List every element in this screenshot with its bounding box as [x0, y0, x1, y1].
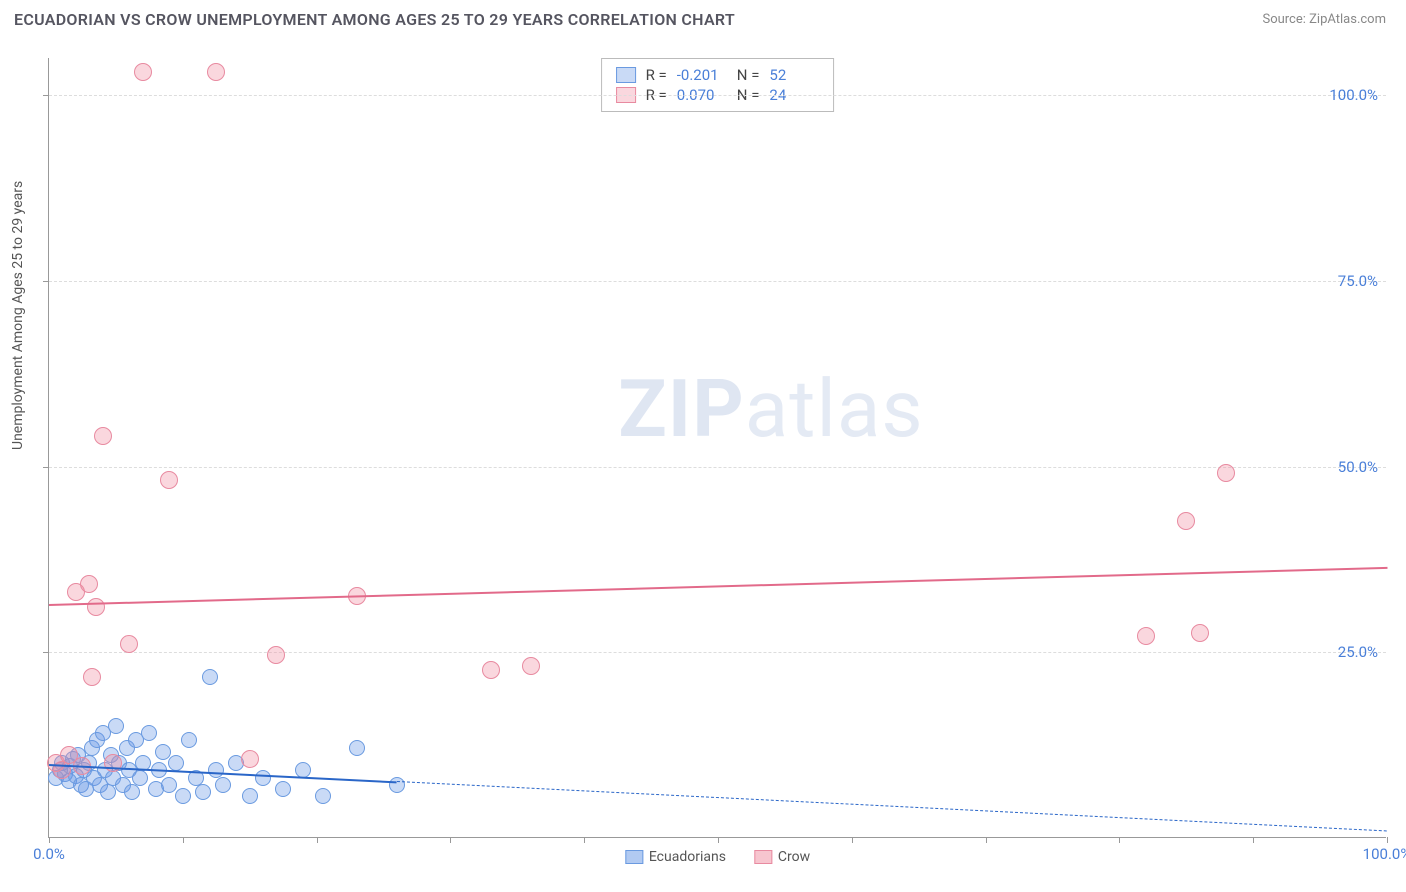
data-point	[241, 750, 259, 768]
data-point	[141, 725, 157, 741]
gridline	[49, 467, 1386, 468]
data-point	[522, 657, 540, 675]
correlation-legend: R = -0.201 N = 52 R = 0.070 N = 24	[601, 58, 835, 112]
data-point	[482, 661, 500, 679]
data-point	[207, 63, 225, 81]
data-point	[275, 781, 291, 797]
gridline	[49, 95, 1386, 96]
x-tick-label: 100.0%	[1363, 845, 1406, 863]
data-point	[202, 669, 218, 685]
chart-title: ECUADORIAN VS CROW UNEMPLOYMENT AMONG AG…	[14, 10, 735, 29]
series-legend: Ecuadorians Crow	[625, 849, 810, 865]
legend-item: Crow	[754, 849, 810, 865]
legend-item: Ecuadorians	[625, 849, 726, 865]
data-point	[255, 770, 271, 786]
legend-row-ecuadorians: R = -0.201 N = 52	[616, 65, 820, 85]
trend-line	[49, 567, 1387, 606]
data-point	[215, 777, 231, 793]
data-point	[83, 668, 101, 686]
data-point	[175, 788, 191, 804]
y-axis-label: Unemployment Among Ages 25 to 29 years	[10, 181, 26, 450]
source-label: Source: ZipAtlas.com	[1262, 12, 1386, 27]
data-point	[195, 784, 211, 800]
trend-line	[397, 781, 1387, 831]
swatch-icon	[754, 850, 772, 864]
data-point	[134, 63, 152, 81]
gridline	[49, 652, 1386, 653]
y-tick-label: 100.0%	[1329, 86, 1378, 104]
data-point	[1177, 512, 1195, 530]
data-point	[108, 718, 124, 734]
swatch-icon	[616, 67, 636, 83]
data-point	[132, 770, 148, 786]
data-point	[94, 427, 112, 445]
data-point	[349, 740, 365, 756]
data-point	[160, 471, 178, 489]
x-tick-label: 0.0%	[33, 845, 65, 863]
data-point	[181, 732, 197, 748]
y-tick-label: 25.0%	[1338, 643, 1378, 661]
data-point	[155, 744, 171, 760]
data-point	[161, 777, 177, 793]
y-tick-label: 75.0%	[1338, 272, 1378, 290]
data-point	[80, 575, 98, 593]
y-tick-label: 50.0%	[1338, 458, 1378, 476]
data-point	[120, 635, 138, 653]
watermark: ZIPatlas	[618, 362, 923, 456]
data-point	[124, 784, 140, 800]
data-point	[1217, 464, 1235, 482]
data-point	[389, 777, 405, 793]
data-point	[1191, 624, 1209, 642]
header: ECUADORIAN VS CROW UNEMPLOYMENT AMONG AG…	[0, 0, 1406, 35]
swatch-icon	[625, 850, 643, 864]
data-point	[87, 598, 105, 616]
data-point	[315, 788, 331, 804]
scatter-chart: ZIPatlas R = -0.201 N = 52 R = 0.070 N =…	[48, 58, 1386, 838]
gridline	[49, 281, 1386, 282]
data-point	[100, 784, 116, 800]
data-point	[208, 762, 224, 778]
data-point	[1137, 627, 1155, 645]
data-point	[267, 646, 285, 664]
data-point	[168, 755, 184, 771]
data-point	[242, 788, 258, 804]
